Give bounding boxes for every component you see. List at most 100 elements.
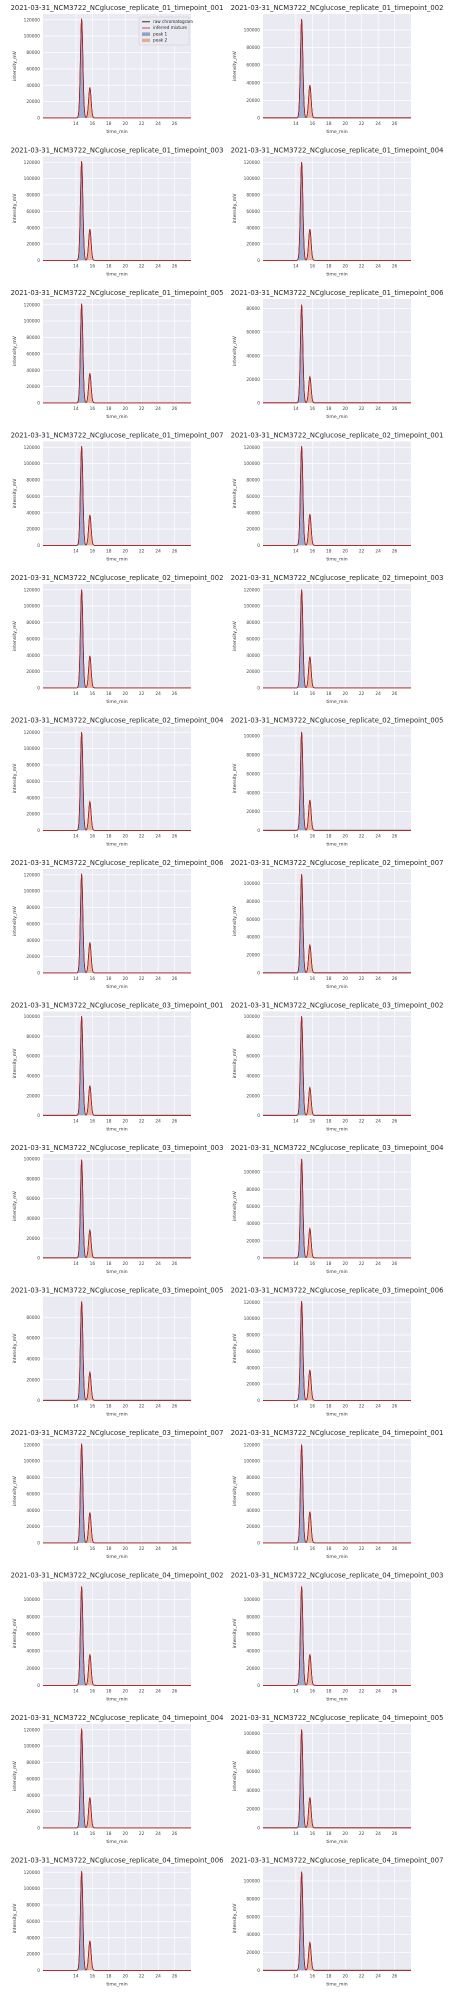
y-tick-label: 100000	[244, 1316, 261, 1322]
y-tick-label: 20000	[246, 1238, 260, 1244]
plot-area	[263, 157, 411, 261]
x-tick-label: 14	[293, 1261, 299, 1267]
chart-title: 2021-03-31_NCM3722_NCglucose_replicate_0…	[231, 289, 444, 297]
x-tick-label: 24	[155, 1261, 161, 1267]
plot-area	[43, 299, 191, 403]
x-tick-label: 22	[139, 121, 145, 127]
legend-label: peak 1	[153, 31, 168, 36]
y-tick-label: 60000	[26, 1054, 40, 1060]
chart-panel: 2021-03-31_NCM3722_NCglucose_replicate_0…	[231, 1287, 444, 1418]
x-axis-label: time_min	[326, 272, 347, 278]
x-tick-label: 26	[172, 1119, 178, 1125]
y-tick-label: 80000	[26, 1315, 40, 1321]
y-tick-label: 100000	[244, 1597, 261, 1603]
x-tick-label: 20	[122, 691, 128, 697]
y-tick-label: 40000	[26, 368, 40, 374]
x-tick-label: 26	[392, 264, 398, 270]
chart-panel: 2021-03-31_NCM3722_NCglucose_replicate_0…	[231, 1714, 444, 1845]
chart-panel: 2021-03-31_NCM3722_NCglucose_replicate_0…	[231, 1429, 444, 1560]
y-tick-label: 100000	[244, 461, 261, 467]
y-axis-label: intensity_mV	[232, 763, 238, 794]
x-tick-label: 22	[359, 834, 365, 840]
chart-title: 2021-03-31_NCM3722_NCglucose_replicate_0…	[11, 147, 224, 155]
y-tick-label: 40000	[246, 1649, 260, 1655]
plot-area	[43, 157, 191, 261]
x-tick-label: 14	[293, 1974, 299, 1980]
x-tick-label: 16	[90, 1831, 96, 1837]
y-tick-label: 100000	[24, 1014, 41, 1020]
x-tick-label: 24	[375, 691, 381, 697]
x-tick-label: 20	[342, 1119, 348, 1125]
y-tick-label: 0	[257, 1256, 260, 1262]
y-tick-label: 0	[257, 1826, 260, 1832]
x-tick-label: 20	[342, 1831, 348, 1837]
y-tick-label: 40000	[246, 935, 260, 941]
y-tick-label: 40000	[26, 83, 40, 89]
x-tick-label: 14	[73, 549, 79, 555]
y-tick-label: 0	[257, 116, 260, 122]
y-tick-label: 120000	[24, 302, 41, 308]
x-tick-label: 20	[122, 1404, 128, 1410]
y-axis-label: intensity_mV	[12, 193, 18, 224]
y-tick-label: 40000	[26, 1508, 40, 1514]
y-tick-label: 60000	[246, 494, 260, 500]
legend: raw chromatograminferred mixturepeak 1pe…	[139, 17, 193, 45]
y-tick-label: 100000	[24, 1597, 41, 1603]
y-tick-label: 100000	[244, 604, 261, 610]
legend-label: raw chromatogram	[153, 19, 193, 24]
x-tick-label: 20	[122, 834, 128, 840]
y-tick-label: 40000	[26, 653, 40, 659]
x-tick-label: 16	[90, 1689, 96, 1695]
x-tick-label: 16	[310, 549, 316, 555]
x-tick-label: 22	[139, 1689, 145, 1695]
y-tick-label: 80000	[26, 1034, 40, 1040]
x-axis-label: time_min	[106, 842, 127, 848]
y-tick-label: 120000	[24, 872, 41, 878]
chart-title: 2021-03-31_NCM3722_NCglucose_replicate_0…	[11, 574, 224, 582]
x-axis-label: time_min	[326, 414, 347, 420]
y-tick-label: 80000	[246, 193, 260, 199]
y-tick-label: 120000	[24, 730, 41, 736]
x-axis-label: time_min	[326, 984, 347, 990]
y-tick-label: 0	[37, 401, 40, 407]
chart-panel: 2021-03-31_NCM3722_NCglucose_replicate_0…	[11, 432, 224, 563]
y-axis-label: intensity_mV	[12, 763, 18, 794]
x-tick-label: 16	[90, 1404, 96, 1410]
x-tick-label: 16	[310, 121, 316, 127]
x-tick-label: 16	[90, 121, 96, 127]
y-tick-label: 0	[37, 1113, 40, 1119]
x-tick-label: 18	[106, 834, 112, 840]
x-tick-label: 16	[90, 691, 96, 697]
y-tick-label: 80000	[26, 335, 40, 341]
y-tick-label: 40000	[26, 1935, 40, 1941]
x-tick-label: 14	[293, 1404, 299, 1410]
y-axis-label: intensity_mV	[232, 905, 238, 936]
y-tick-label: 0	[257, 1398, 260, 1404]
y-tick-label: 100000	[24, 1459, 41, 1465]
y-tick-label: 60000	[246, 1349, 260, 1355]
y-tick-label: 40000	[26, 1793, 40, 1799]
plot-area	[43, 1297, 191, 1401]
y-tick-label: 20000	[26, 812, 40, 818]
x-tick-label: 16	[310, 976, 316, 982]
chart-panel: 2021-03-31_NCM3722_NCglucose_replicate_0…	[231, 717, 444, 848]
x-tick-label: 16	[90, 264, 96, 270]
x-tick-label: 14	[293, 1831, 299, 1837]
chart-panel: 2021-03-31_NCM3722_NCglucose_replicate_0…	[11, 147, 224, 278]
plot-area	[263, 1012, 411, 1116]
x-tick-label: 18	[106, 549, 112, 555]
x-tick-label: 14	[73, 834, 79, 840]
x-tick-label: 22	[139, 1974, 145, 1980]
y-axis-label: intensity_mV	[232, 1903, 238, 1934]
x-tick-label: 24	[155, 1689, 161, 1695]
y-tick-label: 100000	[244, 176, 261, 182]
y-tick-label: 20000	[246, 242, 260, 248]
x-tick-label: 18	[106, 1404, 112, 1410]
x-tick-label: 16	[90, 1974, 96, 1980]
y-tick-label: 0	[257, 828, 260, 834]
x-tick-label: 20	[122, 1546, 128, 1552]
y-tick-label: 100000	[24, 889, 41, 895]
x-tick-label: 20	[342, 691, 348, 697]
y-tick-label: 120000	[24, 445, 41, 451]
x-tick-label: 26	[392, 1119, 398, 1125]
